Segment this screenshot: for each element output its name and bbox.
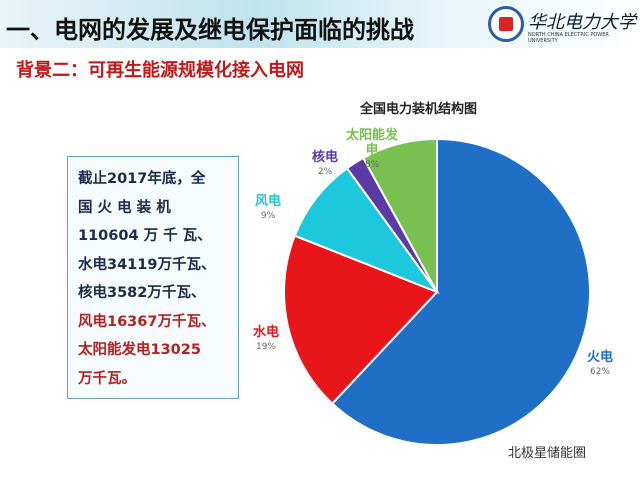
slice-name: 太阳能发电	[345, 128, 398, 158]
slice-name: 风电	[254, 194, 281, 209]
slice-name: 核电	[311, 150, 338, 165]
pie-slice-4	[361, 137, 438, 293]
slice-percent: 2%	[317, 167, 333, 177]
textbox-line: 核电3582万千瓦、	[78, 285, 206, 301]
slice-label: 火电 62%	[570, 350, 630, 380]
slice-name: 火电	[586, 350, 613, 365]
textbox-line: 截止2017年底，全	[78, 171, 206, 187]
university-logo	[488, 6, 524, 42]
pie-slice-0	[330, 137, 591, 446]
slice-percent: 19%	[255, 342, 276, 352]
pie-slice-2	[293, 166, 440, 295]
textbox-line: 万千瓦。	[78, 370, 136, 387]
chart-title: 全国电力装机结构图	[360, 102, 478, 117]
slide-subtitle: 背景二：可再生能源规模化接入电网	[16, 60, 304, 81]
textbox-line: 风电16367万千瓦、	[78, 313, 216, 330]
textbox-line: 太阳能发电13025	[78, 342, 201, 358]
watermark: 北极星储能圈	[508, 446, 587, 461]
slice-label: 太阳能发电 8%	[342, 128, 402, 173]
textbox-line: 水电34119万千瓦、	[78, 256, 216, 273]
slice-percent: 8%	[364, 160, 380, 170]
university-name-en: NORTH CHINA ELECTRIC POWER UNIVERSITY	[528, 32, 609, 44]
textbox-line: 110604 万 千 瓦、	[78, 228, 212, 244]
slice-percent: 62%	[589, 367, 610, 377]
slice-label: 风电 9%	[238, 194, 298, 224]
textbox-line: 国 火 电 装 机	[78, 199, 171, 216]
page-title: 一、电网的发展及继电保护面临的挑战	[6, 16, 414, 44]
slice-name: 水电	[252, 325, 279, 340]
slice-label: 核电 2%	[295, 150, 355, 180]
header-banner	[0, 0, 640, 48]
capacity-textbox: 截止2017年底，全国 火 电 装 机 110604 万 千 瓦、 水电34119万…	[67, 156, 239, 399]
slice-percent: 9%	[260, 211, 276, 221]
university-name: 华北电力大学	[528, 12, 636, 33]
slice-label: 水电 19%	[236, 325, 296, 355]
